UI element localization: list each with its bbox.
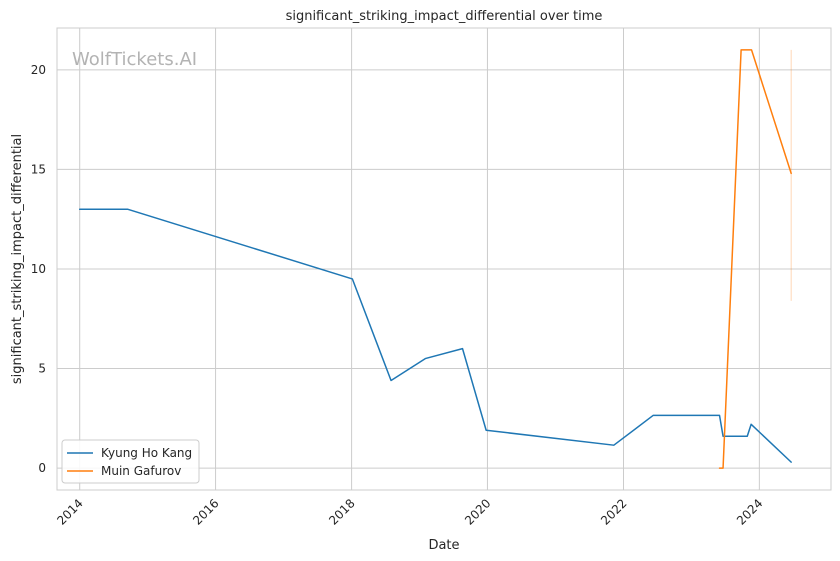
- watermark: WolfTickets.AI: [72, 49, 197, 70]
- y-axis-label: significant_striking_impact_differential: [10, 134, 25, 384]
- y-tick-label: 0: [38, 461, 46, 475]
- series-line-1: [718, 49, 792, 469]
- legend-box: [61, 439, 200, 484]
- x-axis-label: Date: [428, 538, 459, 553]
- series-layer: [78, 49, 792, 469]
- series-line-0: [78, 208, 792, 463]
- y-tick-label: 5: [38, 362, 46, 376]
- y-tick-label: 10: [31, 262, 46, 276]
- y-tick-label: 15: [31, 162, 46, 176]
- y-tick-label: 20: [31, 63, 46, 77]
- chart-title: significant_striking_impact_differential…: [286, 9, 603, 24]
- legend-label-series-0: Kyung Ho Kang: [101, 446, 192, 460]
- legend-label-series-1: Muin Gafurov: [101, 464, 181, 478]
- plot-area-frame: [56, 27, 832, 491]
- legend: Kyung Ho Kang Muin Gafurov: [61, 439, 200, 484]
- grid-lines: [57, 28, 831, 490]
